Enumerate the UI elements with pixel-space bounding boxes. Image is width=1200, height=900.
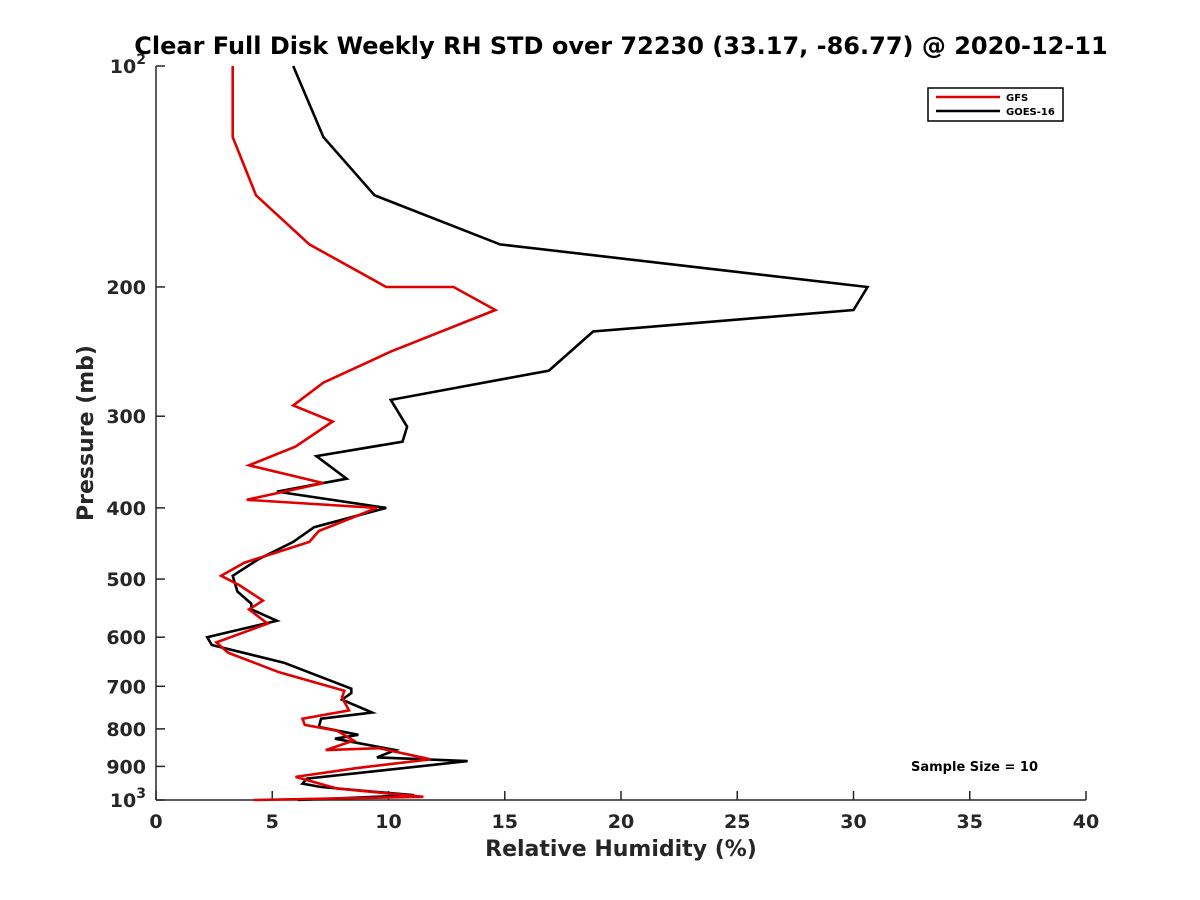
y-tick-label: 500 [106,569,146,591]
chart-title: Clear Full Disk Weekly RH STD over 72230… [134,32,1107,60]
x-tick-label: 5 [266,811,279,833]
x-axis-label: Relative Humidity (%) [485,837,757,862]
legend: GFS GOES-16 [927,87,1064,122]
legend-box [927,87,1064,122]
x-tick-label: 25 [724,811,750,833]
series-line-gfs [213,66,499,802]
x-tick-label: 35 [957,811,983,833]
series-lines [205,65,870,802]
x-tick-label: 15 [492,811,518,833]
y-tick-label: 600 [106,627,146,649]
y-tick-label: 400 [106,498,146,520]
x-tick-label: 0 [149,811,162,833]
legend-label-goes16: GOES-16 [1006,107,1055,118]
y-tick-label: 300 [106,406,146,428]
x-tick-label: 10 [375,811,401,833]
y-tick-label: 103 [110,786,146,812]
x-tick-label: 30 [840,811,866,833]
y-tick-label: 200 [106,277,146,299]
x-tick-label: 20 [608,811,634,833]
y-tick-label: 800 [106,719,146,741]
axes: 0 5 10 15 20 25 30 35 40 102 200 300 400 500 600 700 800… [106,52,1099,833]
y-tick-label: 900 [106,756,146,778]
sample-size-annotation: Sample Size = 10 [911,760,1038,775]
legend-label-gfs: GFS [1006,93,1028,104]
y-tick-label: 700 [106,676,146,698]
y-axis-label: Pressure (mb) [74,345,99,521]
x-tick-label: 40 [1073,811,1099,833]
y-tick-label: 102 [110,52,146,78]
